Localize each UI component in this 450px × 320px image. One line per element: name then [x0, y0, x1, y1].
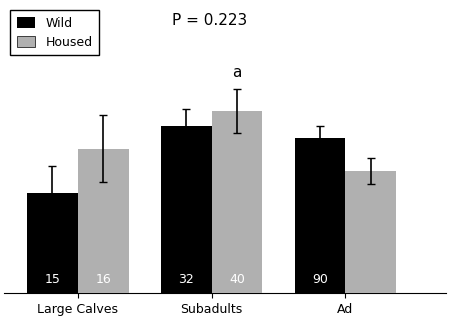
Bar [346, 171, 396, 320]
Text: 90: 90 [312, 274, 328, 286]
Bar [212, 111, 262, 320]
Text: 15: 15 [45, 274, 60, 286]
Legend: Wild, Housed: Wild, Housed [10, 11, 99, 55]
Text: P = 0.223: P = 0.223 [172, 13, 247, 28]
Text: 40: 40 [229, 274, 245, 286]
Text: a: a [232, 65, 242, 80]
Bar [78, 148, 129, 320]
Bar [27, 193, 78, 320]
Bar [295, 138, 346, 320]
Text: 32: 32 [178, 274, 194, 286]
Bar [161, 126, 212, 320]
Text: 16: 16 [95, 274, 111, 286]
